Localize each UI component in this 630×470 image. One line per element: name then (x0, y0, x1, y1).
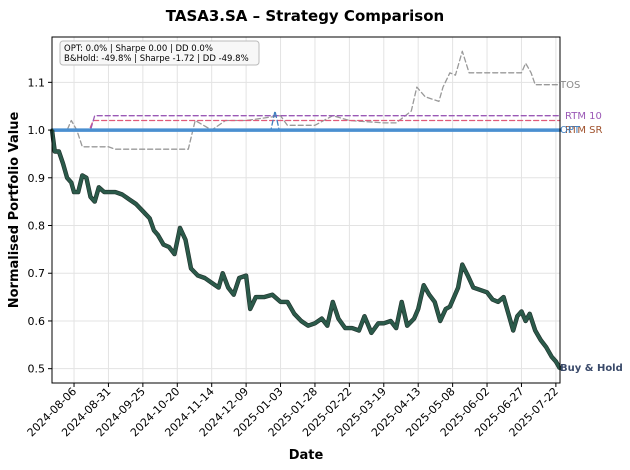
chart-title: TASA3.SA – Strategy Comparison (166, 7, 444, 25)
stats-annotation-box (59, 40, 260, 66)
series-line-rtm10 (51, 115, 561, 131)
series-layer (49, 50, 562, 371)
stats-annotation: OPT: 0.0% | Sharpe 0.00 | DD 0.0% B&Hold… (59, 40, 260, 66)
y-tick-label: 0.7 (28, 267, 46, 280)
x-axis-label: Date (289, 448, 324, 463)
end-label-rtm-sr: RTM SR (565, 125, 602, 136)
y-tick-label: 1.0 (28, 124, 46, 137)
y-axis-label: Normalised Portfolio Value (7, 112, 22, 309)
y-tick-label: 1.1 (28, 76, 46, 89)
end-label-opt: OPT (560, 125, 581, 136)
series-line-buy-hold-outline (49, 129, 562, 370)
end-label-tos: TOS (559, 80, 580, 91)
y-tick-label: 0.6 (28, 315, 46, 328)
grid-lines (52, 37, 560, 383)
end-label-buy-hold: Buy & Hold (560, 363, 623, 374)
y-axis: 0.5 0.6 0.7 0.8 0.9 1.0 1.1 (28, 76, 52, 376)
plot-area-frame (51, 36, 561, 384)
y-tick-label: 0.9 (28, 172, 46, 185)
y-tick-label: 0.5 (28, 363, 46, 376)
series-end-labels: TOS RTM 10 RTM SR OPT Buy & Hold (559, 80, 623, 374)
series-line-buy-hold (50, 128, 562, 371)
x-axis: 2024-08-062024-08-312024-09-252024-10-20… (25, 383, 561, 439)
y-tick-label: 0.8 (28, 220, 46, 233)
end-label-rtm10: RTM 10 (565, 111, 602, 122)
series-line-tos (51, 50, 561, 150)
stats-annotation-bh: B&Hold: -49.8% | Sharpe -1.72 | DD -49.8… (64, 54, 249, 64)
stats-annotation-opt: OPT: 0.0% | Sharpe 0.00 | DD 0.0% (64, 44, 213, 54)
